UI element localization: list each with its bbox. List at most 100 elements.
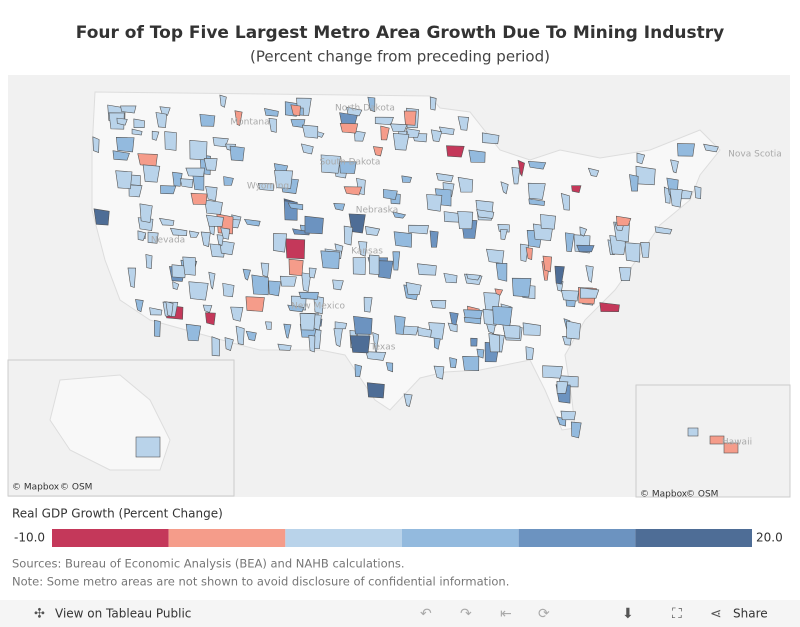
- metro-area: [372, 332, 380, 353]
- metro-area: [160, 185, 177, 195]
- legend-swatch: [52, 529, 169, 547]
- metro-area: [372, 146, 383, 157]
- metro-area: [494, 288, 504, 296]
- tableau-icon: ✣: [34, 607, 45, 622]
- metro-area: [527, 182, 546, 200]
- metro-area: [449, 311, 459, 326]
- metro-area: [288, 258, 304, 276]
- metro-area: [405, 281, 422, 296]
- metro-area: [403, 393, 413, 407]
- map-label: Nova Scotia: [728, 150, 782, 160]
- metro-area: [334, 321, 348, 330]
- metro-area: [230, 306, 244, 322]
- metro-area: [579, 226, 588, 237]
- metro-area: [290, 104, 301, 117]
- metro-area: [417, 326, 432, 338]
- metro-area: [580, 287, 600, 299]
- metro-area: [277, 343, 292, 351]
- metro-area: [570, 421, 582, 439]
- metro-area: [313, 295, 324, 315]
- attribution: © OSM: [60, 483, 92, 493]
- metro-area: [222, 282, 235, 298]
- legend-max: 20.0: [756, 531, 783, 545]
- metro-area: [257, 183, 274, 192]
- metro-area: [443, 272, 458, 284]
- metro-area: [299, 313, 316, 331]
- metro-area: [179, 178, 194, 189]
- metro-area: [576, 244, 595, 253]
- metro-area: [212, 137, 229, 148]
- metro-area: [540, 214, 556, 230]
- metro-area: [204, 199, 223, 215]
- metro-area: [554, 265, 565, 285]
- download-icon[interactable]: ⬇: [622, 606, 634, 622]
- metro-area: [283, 323, 292, 339]
- metro-area: [300, 143, 314, 155]
- metro-area: [640, 242, 650, 258]
- redo-icon[interactable]: ↷: [460, 606, 472, 622]
- metro-area: [188, 281, 209, 301]
- metro-area: [172, 171, 183, 187]
- metro-area: [219, 240, 235, 256]
- legend-swatch: [285, 529, 402, 547]
- metro-area: [542, 365, 563, 379]
- metro-area: [131, 128, 143, 136]
- metro-area: [208, 271, 216, 290]
- metro-area: [462, 356, 480, 372]
- metro-area: [636, 152, 646, 165]
- note: Note: Some metro areas are not shown to …: [12, 575, 509, 589]
- subtitle: (Percent change from preceding period): [250, 48, 550, 66]
- metro-area: [145, 254, 153, 269]
- share-button[interactable]: Share: [733, 607, 768, 621]
- metro-area: [687, 427, 699, 437]
- metro-area: [219, 94, 227, 108]
- metro-area: [457, 176, 474, 193]
- metro-area: [457, 210, 474, 230]
- metro-area: [190, 192, 208, 205]
- metro-area: [346, 106, 363, 117]
- revert-icon[interactable]: ⇤: [500, 606, 512, 622]
- metro-area: [308, 267, 317, 279]
- map-label: Nevada: [151, 236, 185, 246]
- metro-area: [352, 257, 366, 275]
- metro-area: [234, 110, 243, 126]
- metro-area: [220, 227, 231, 240]
- share-icon[interactable]: ⋖: [710, 606, 722, 622]
- legend-swatch: [168, 529, 286, 547]
- legend-swatch: [518, 529, 636, 547]
- metro-area: [211, 336, 220, 357]
- metro-area: [349, 335, 371, 354]
- metro-area: [224, 337, 234, 351]
- undo-icon[interactable]: ↶: [420, 606, 432, 622]
- metro-area: [560, 410, 576, 421]
- metro-area: [268, 280, 281, 297]
- metro-area: [511, 277, 532, 298]
- metro-area: [511, 166, 521, 185]
- metro-area: [189, 139, 208, 161]
- metro-area: [436, 172, 454, 183]
- refresh-icon[interactable]: ⟳: [538, 606, 550, 622]
- metro-area: [392, 132, 410, 151]
- fullscreen-icon[interactable]: ⛶: [672, 606, 682, 622]
- metro-area: [709, 435, 725, 445]
- metro-area: [367, 96, 376, 113]
- metro-area: [468, 149, 486, 163]
- metro-area: [457, 116, 469, 131]
- metro-area: [429, 230, 439, 248]
- metro-area: [279, 275, 297, 287]
- attribution: © Mapbox: [640, 490, 688, 500]
- metro-area: [353, 130, 366, 142]
- metro-area: [348, 213, 366, 234]
- metro-area: [185, 167, 205, 177]
- metro-area: [149, 307, 163, 316]
- metro-area: [353, 315, 373, 335]
- metro-area: [202, 304, 213, 313]
- metro-area: [139, 203, 153, 223]
- legend-swatch: [635, 529, 752, 547]
- metro-area: [476, 348, 485, 359]
- view-link[interactable]: View on Tableau Public: [55, 607, 191, 621]
- metro-area: [169, 227, 188, 237]
- metro-area: [116, 117, 128, 126]
- metro-area: [365, 225, 381, 236]
